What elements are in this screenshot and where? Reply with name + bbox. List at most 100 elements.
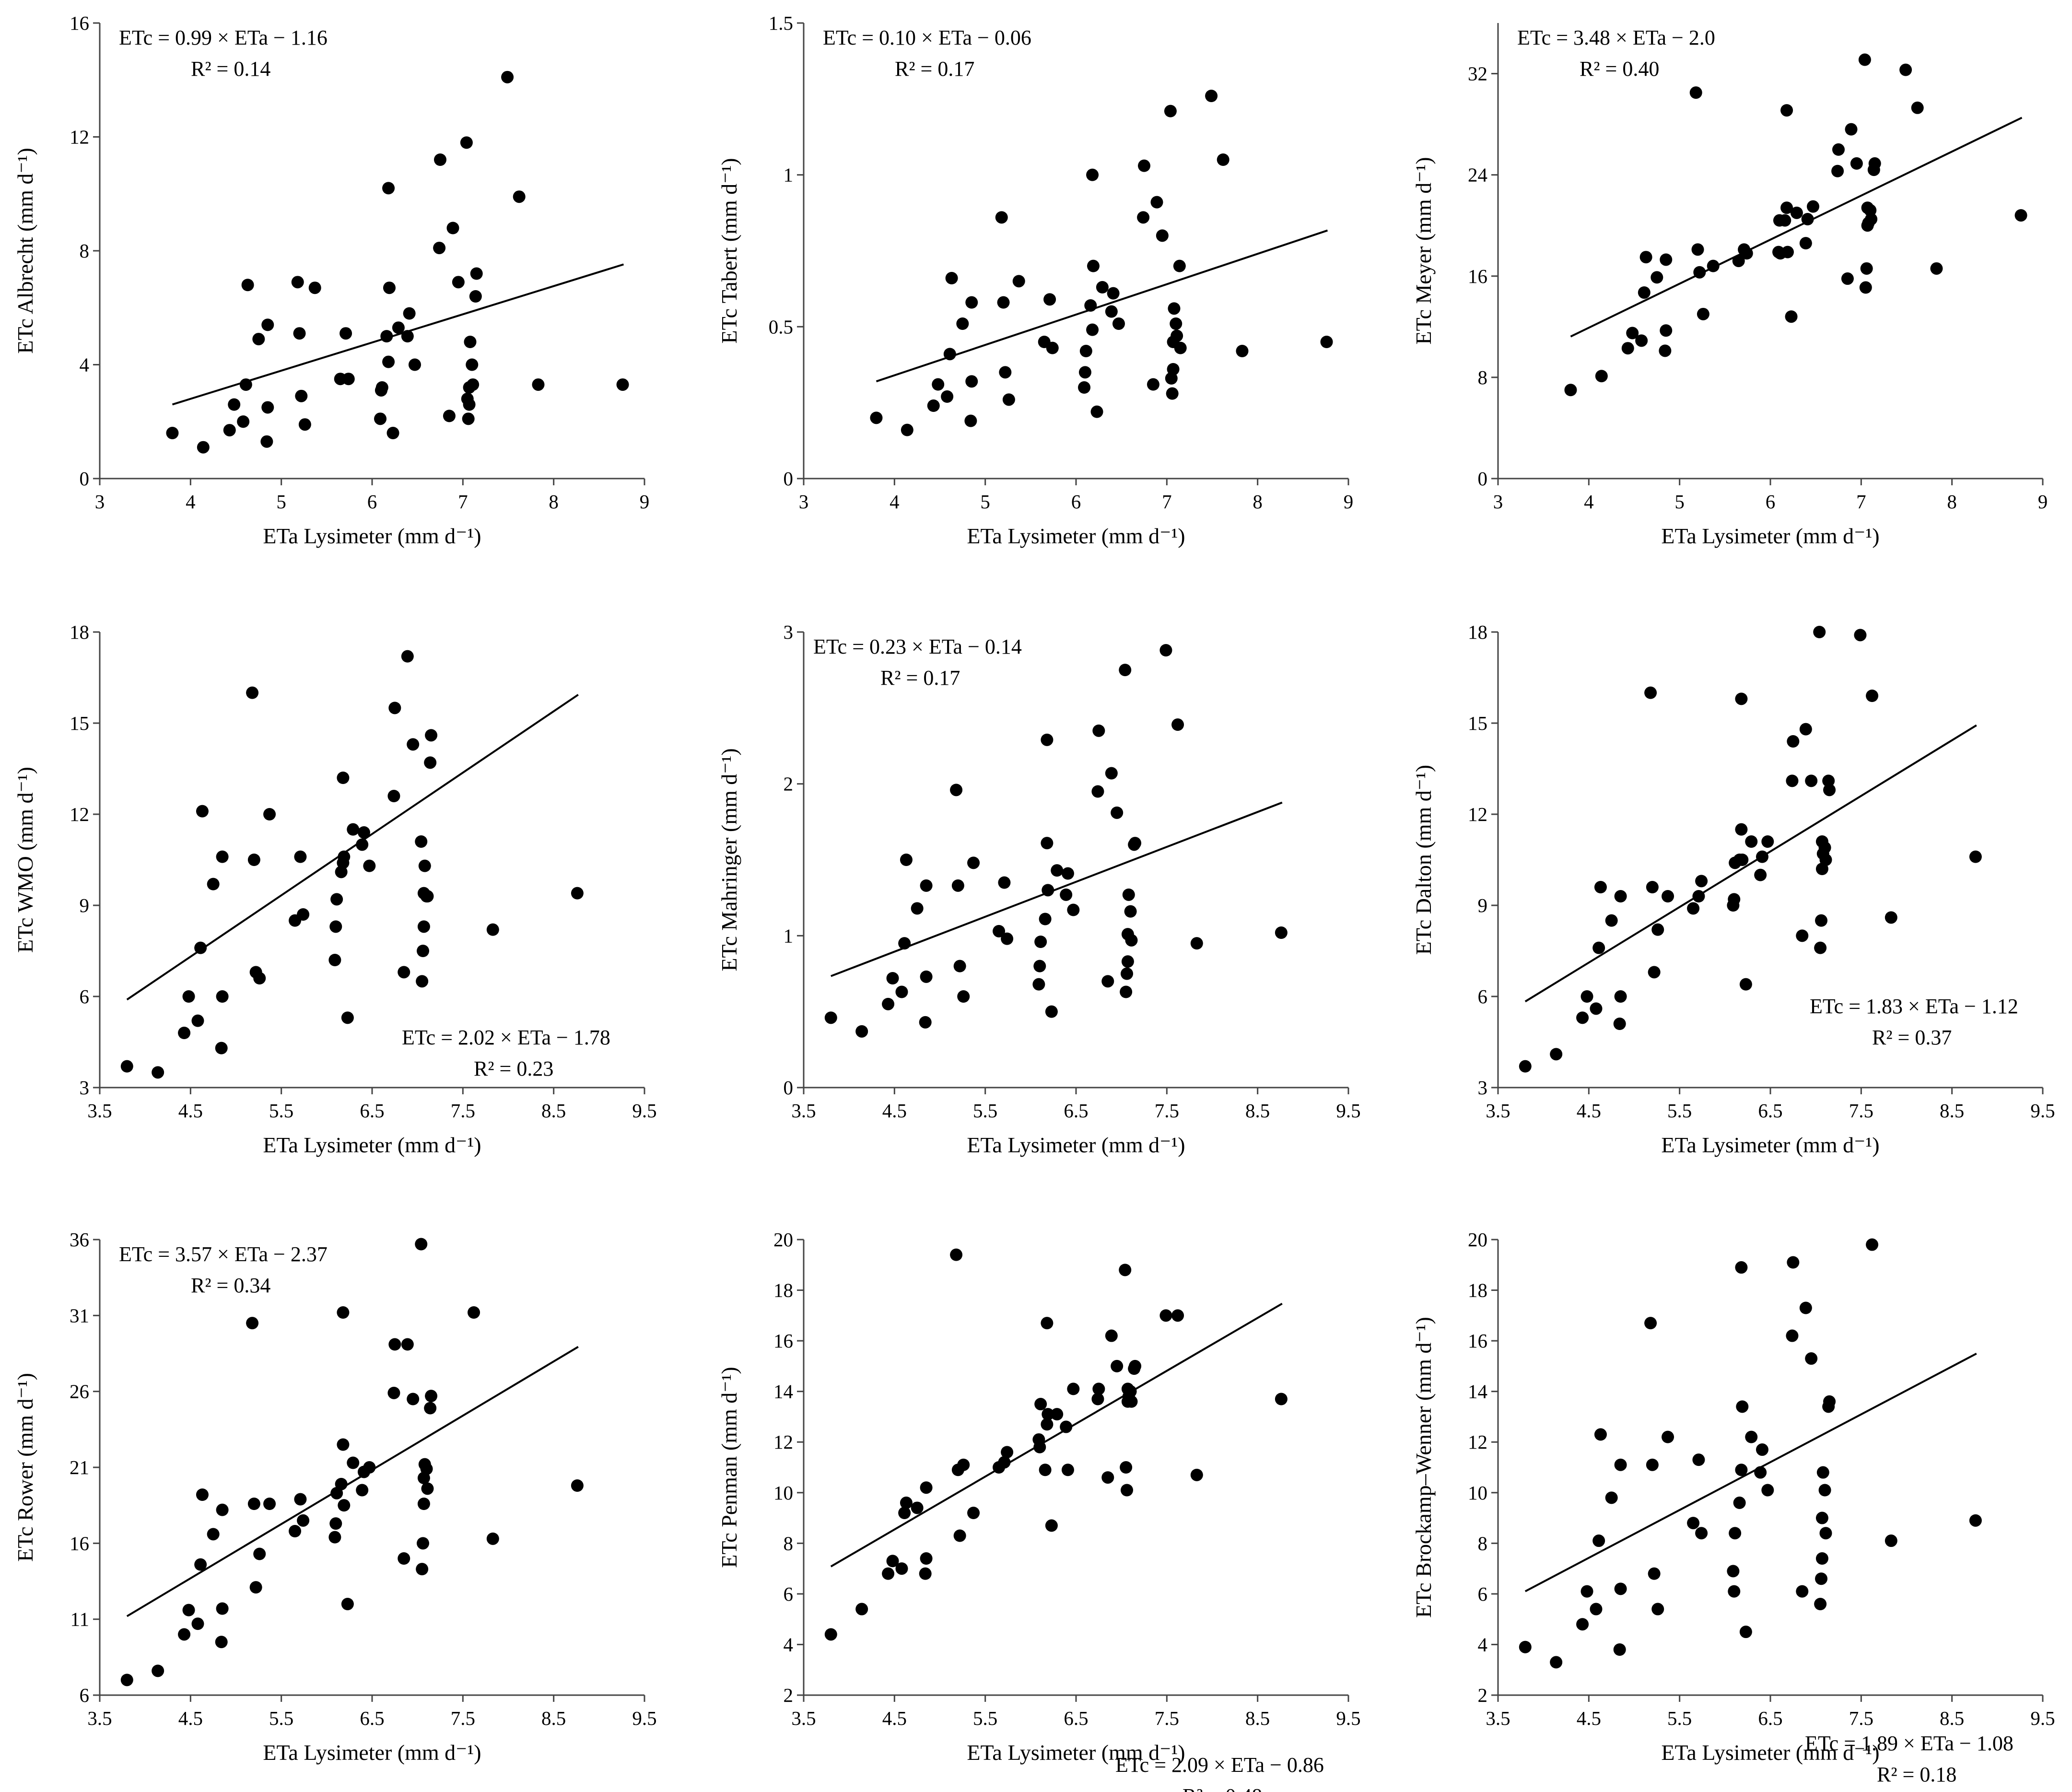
r-squared-label: R² = 0.18 [1877, 1763, 1956, 1786]
data-point [1012, 275, 1025, 288]
data-point [398, 966, 410, 979]
data-point [375, 381, 388, 394]
data-point [182, 990, 195, 1003]
data-point [424, 1402, 437, 1415]
data-point [1814, 941, 1827, 954]
x-tick-label: 3.5 [87, 1100, 112, 1122]
data-point [1067, 1382, 1080, 1395]
data-point [1121, 1484, 1134, 1497]
data-point [330, 893, 343, 906]
data-point [1689, 86, 1702, 99]
data-point [1735, 823, 1748, 836]
data-point [1814, 1598, 1827, 1610]
scatter-panel: 3 6 9 12 15 18 3.5 4.5 5.5 6.5 7.5 8.5 9.5 ETa Lysime… [13, 621, 657, 1157]
data-point [1079, 345, 1092, 357]
data-point [1590, 1603, 1603, 1616]
data-point [486, 923, 499, 936]
data-point [998, 876, 1011, 889]
data-point [421, 1482, 434, 1495]
data-point [388, 702, 401, 714]
data-point [513, 190, 526, 203]
data-point [1150, 196, 1163, 209]
data-point [1885, 1534, 1897, 1547]
y-tick-label: 36 [70, 1229, 89, 1251]
data-point [900, 1496, 913, 1509]
data-point [1613, 1018, 1626, 1030]
data-point [1576, 1618, 1589, 1631]
data-point [1735, 692, 1748, 705]
data-point [407, 738, 420, 751]
y-tick-label: 6 [784, 1583, 794, 1605]
data-point [997, 296, 1010, 309]
data-point [1034, 1398, 1047, 1411]
data-point [957, 1458, 970, 1471]
data-point [357, 826, 370, 839]
data-point [1138, 159, 1150, 172]
data-point [1867, 164, 1880, 176]
trend-line [831, 801, 1283, 977]
data-point [246, 686, 259, 699]
scatter-panel: 2 4 6 8 10 12 14 16 18 20 3.5 4.5 5.5 6.5 7.5 8.5 9.5 ETa… [1411, 1229, 2055, 1786]
data-point [1626, 327, 1639, 340]
data-point [950, 1248, 963, 1261]
data-point [247, 854, 260, 866]
data-point [417, 1498, 430, 1510]
data-point [919, 1567, 932, 1580]
data-point [460, 136, 473, 149]
data-point [401, 1338, 414, 1351]
data-point [882, 1567, 895, 1580]
data-point [1613, 1643, 1626, 1656]
data-point [965, 296, 978, 309]
data-point [895, 1562, 908, 1575]
data-point [1806, 200, 1819, 213]
data-point [1841, 272, 1854, 285]
data-point [1815, 1511, 1828, 1524]
y-tick-label: 6 [1478, 985, 1488, 1007]
data-point [339, 327, 352, 340]
r-squared-label: R² = 0.40 [1580, 57, 1659, 81]
data-point [1171, 329, 1183, 342]
data-point [464, 336, 477, 348]
data-point [289, 1525, 302, 1537]
data-point [228, 398, 241, 411]
data-point [1805, 1352, 1818, 1365]
data-point [260, 435, 273, 448]
y-axis-label: ETc Rower (mm d⁻¹) [13, 1373, 37, 1562]
data-point [1819, 1527, 1832, 1540]
data-point [382, 355, 395, 368]
x-tick-label: 8.5 [1940, 1707, 1964, 1729]
data-point [1822, 774, 1835, 787]
data-point [338, 850, 351, 863]
data-point [388, 1338, 401, 1351]
data-point [1733, 1496, 1746, 1509]
data-point [1580, 1585, 1593, 1598]
data-point [927, 399, 940, 412]
data-point [468, 1306, 480, 1319]
data-point [1790, 206, 1803, 219]
data-point [1660, 253, 1673, 266]
trend-line [126, 694, 579, 1001]
data-point [446, 222, 459, 234]
data-point [398, 1552, 410, 1565]
data-point [401, 650, 414, 663]
data-point [1697, 307, 1709, 320]
data-point [308, 281, 321, 294]
data-point [1785, 310, 1798, 323]
data-point [1646, 881, 1659, 893]
x-tick-label: 6 [1071, 491, 1081, 513]
data-point [1159, 1309, 1172, 1322]
y-tick-label: 0.5 [769, 316, 793, 338]
y-tick-label: 8 [784, 1532, 794, 1554]
y-axis-label: ETc Dalton (mm d⁻¹) [1411, 765, 1436, 955]
data-point [1087, 259, 1100, 272]
x-tick-label: 5 [980, 491, 990, 513]
data-point [941, 390, 954, 403]
scatter-panel: 0 8 16 24 32 3 4 5 6 7 8 9 ETa Lysimeter (mm d⁻¹) ETc… [1411, 23, 2048, 548]
x-tick-label: 9 [1344, 491, 1354, 513]
data-point [297, 1514, 310, 1527]
y-tick-label: 10 [773, 1482, 793, 1504]
data-point [1124, 905, 1137, 918]
data-point [1865, 213, 1878, 226]
data-point [415, 835, 428, 848]
data-point [920, 1552, 933, 1565]
